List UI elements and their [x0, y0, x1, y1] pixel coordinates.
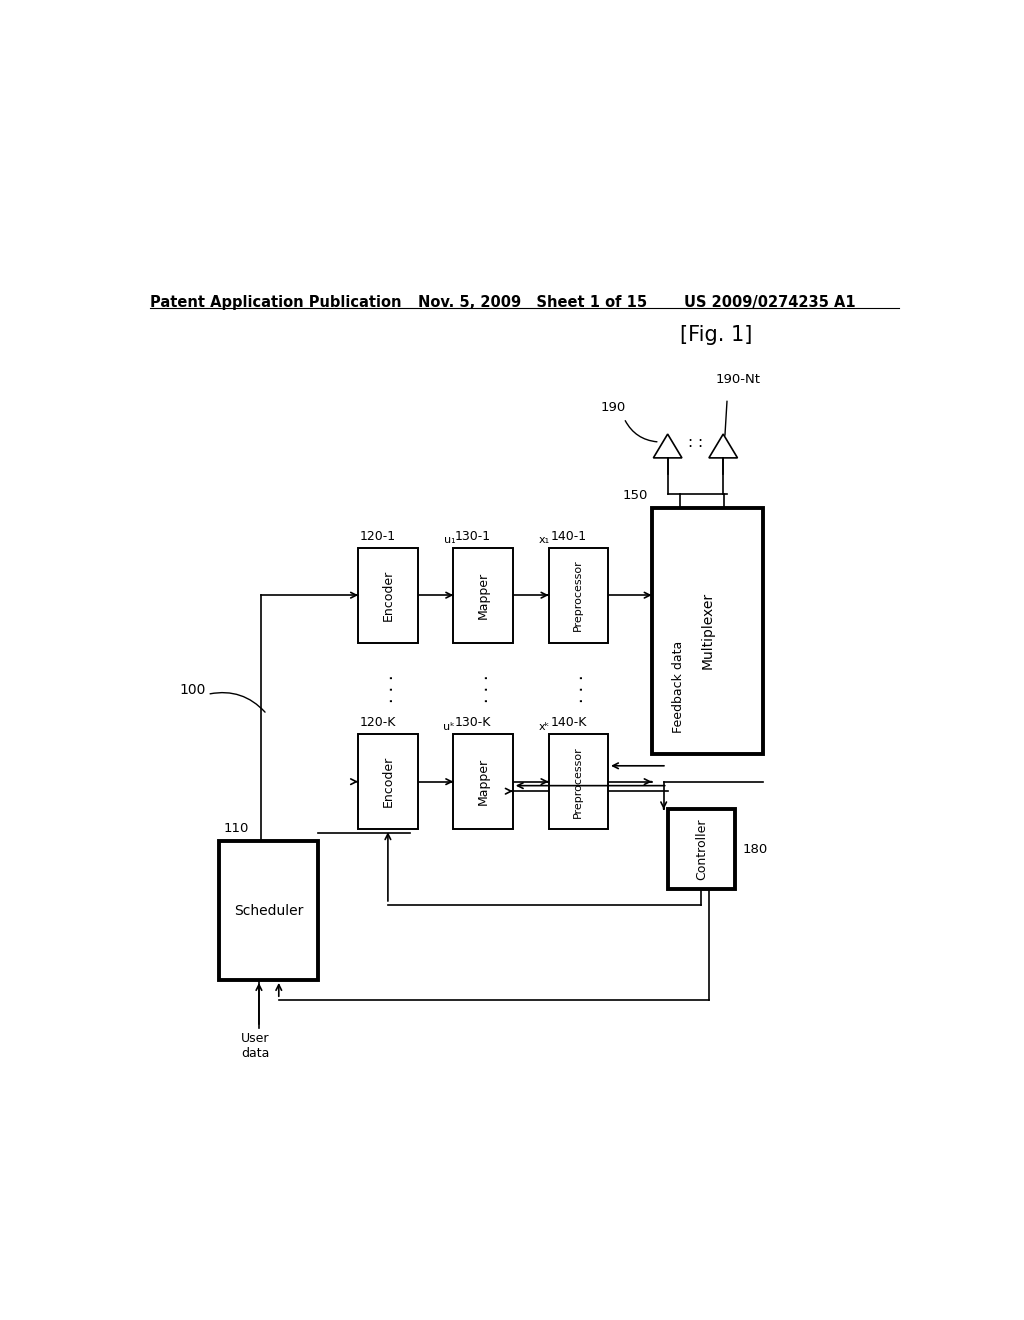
Text: Mapper: Mapper: [476, 572, 489, 619]
Bar: [652, 508, 763, 754]
Text: 100: 100: [179, 684, 206, 697]
Text: User
data: User data: [241, 1032, 269, 1060]
Text: Patent Application Publication: Patent Application Publication: [151, 296, 401, 310]
Text: US 2009/0274235 A1: US 2009/0274235 A1: [684, 296, 855, 310]
Text: 130-K: 130-K: [455, 717, 492, 729]
Text: Encoder: Encoder: [381, 756, 394, 808]
Text: Multiplexer: Multiplexer: [700, 593, 715, 669]
Text: Preprocessor: Preprocessor: [573, 560, 584, 631]
Text: 150: 150: [623, 488, 648, 502]
Text: uᵏ: uᵏ: [443, 722, 456, 731]
Bar: [549, 548, 608, 643]
Text: : :: : :: [688, 436, 703, 450]
Text: 140-K: 140-K: [550, 717, 587, 729]
Text: xᵏ: xᵏ: [539, 722, 550, 731]
Bar: [358, 734, 418, 829]
Text: 190: 190: [600, 401, 626, 414]
Text: Preprocessor: Preprocessor: [573, 746, 584, 817]
Bar: [219, 841, 318, 979]
Text: [Fig. 1]: [Fig. 1]: [680, 325, 752, 346]
Text: Feedback data: Feedback data: [672, 640, 685, 733]
Text: 120-1: 120-1: [359, 529, 396, 543]
Text: 140-1: 140-1: [550, 529, 587, 543]
Text: 130-1: 130-1: [455, 529, 492, 543]
Text: . . .: . . .: [569, 675, 588, 702]
Text: . . .: . . .: [379, 675, 397, 702]
Bar: [549, 734, 608, 829]
Text: Scheduler: Scheduler: [234, 904, 303, 917]
Text: x₁: x₁: [539, 535, 550, 545]
Bar: [358, 548, 418, 643]
Text: 180: 180: [743, 842, 768, 855]
Text: Nov. 5, 2009   Sheet 1 of 15: Nov. 5, 2009 Sheet 1 of 15: [418, 296, 647, 310]
Bar: [668, 809, 735, 888]
Text: Encoder: Encoder: [381, 569, 394, 620]
Text: Controller: Controller: [695, 818, 708, 880]
Text: . . .: . . .: [474, 675, 493, 702]
Text: 190-Nt: 190-Nt: [715, 374, 760, 387]
Text: u₁: u₁: [443, 535, 456, 545]
Text: Mapper: Mapper: [476, 758, 489, 805]
Text: 120-K: 120-K: [359, 717, 396, 729]
Text: 110: 110: [223, 822, 249, 834]
Bar: [454, 548, 513, 643]
Bar: [454, 734, 513, 829]
